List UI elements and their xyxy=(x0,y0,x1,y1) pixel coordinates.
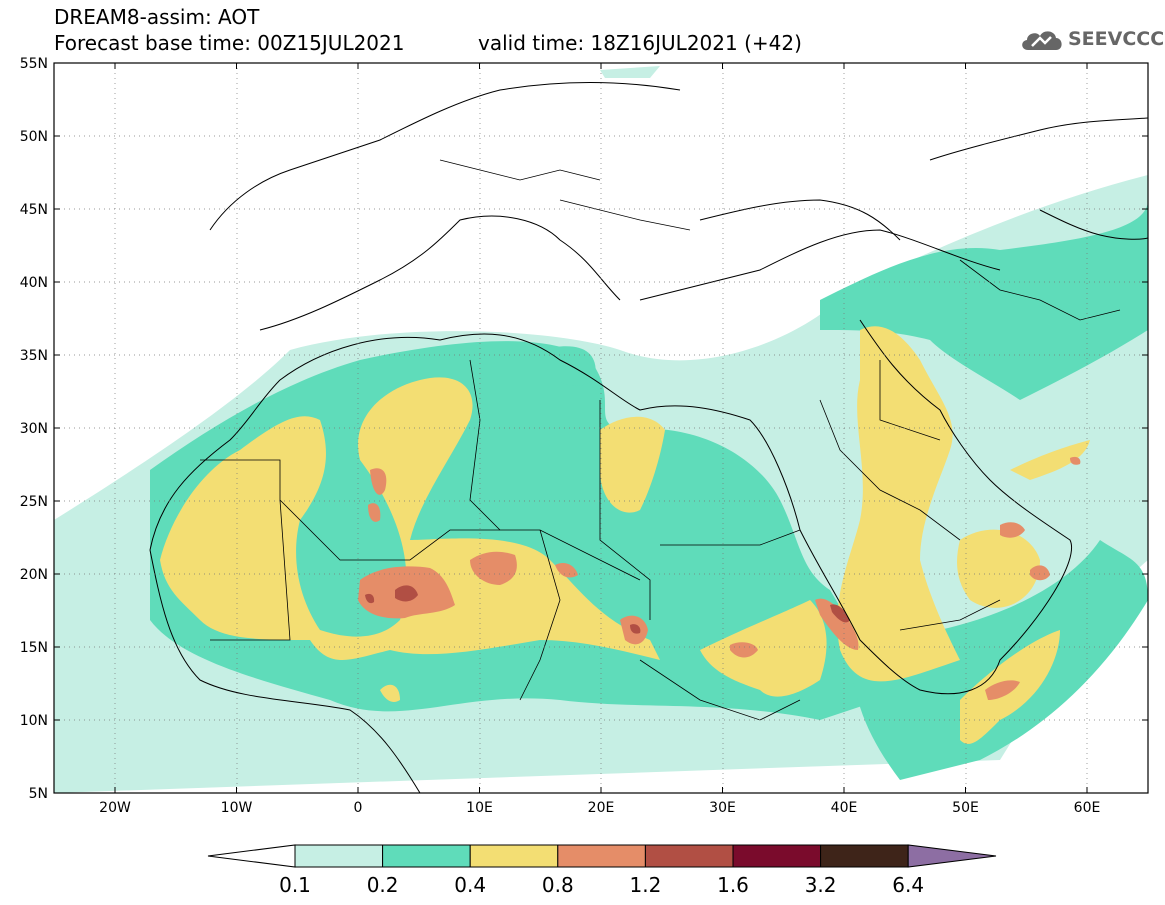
lon-label: 10E xyxy=(466,800,493,816)
forecast-base-time: Forecast base time: 00Z15JUL2021 xyxy=(54,31,405,55)
cloud-logo-icon xyxy=(1022,31,1062,50)
lat-label: 40N xyxy=(20,275,48,291)
valid-time: valid time: 18Z16JUL2021 (+42) xyxy=(478,31,802,55)
colorbar-box xyxy=(820,844,909,868)
longitude-ticks: 20W 10W 0 10E 20E 30E 40E 50E 60E xyxy=(99,63,1100,816)
logo-text: SEEVCCC xyxy=(1068,28,1165,50)
lat-label: 45N xyxy=(20,202,48,218)
colorbar-box xyxy=(294,844,384,868)
lat-label: 20N xyxy=(20,567,48,583)
colorbar-label: 6.4 xyxy=(892,873,924,897)
colorbar-label: 1.2 xyxy=(629,873,661,897)
colorbar-label: 0.8 xyxy=(542,873,574,897)
lat-label: 50N xyxy=(20,129,48,145)
gridlines xyxy=(54,63,1148,793)
latitude-ticks: 55N 50N 45N 40N 35N 30N 25N 20N 15N 10N 5N xyxy=(20,56,1148,802)
country-borders xyxy=(200,159,1121,721)
lat-label: 25N xyxy=(20,494,48,510)
colorbar-label: 1.6 xyxy=(717,873,749,897)
colorbar-label: 0.1 xyxy=(279,873,311,897)
lat-label: 55N xyxy=(20,56,48,72)
lon-label: 20E xyxy=(588,800,615,816)
lon-label: 10W xyxy=(221,800,253,816)
lat-label: 5N xyxy=(29,786,48,802)
lat-label: 35N xyxy=(20,348,48,364)
coastlines xyxy=(149,82,1148,793)
colorbar-below-triangle xyxy=(207,844,296,868)
colorbar-label: 0.4 xyxy=(454,873,486,897)
colorbar-label: 0.2 xyxy=(367,873,399,897)
colorbar-box xyxy=(644,844,734,868)
aot-level-0-4 xyxy=(160,326,1090,744)
colorbar-above-triangle xyxy=(907,844,997,868)
lon-label: 30E xyxy=(709,800,736,816)
lon-label: 60E xyxy=(1074,800,1101,816)
colorbar-label: 3.2 xyxy=(805,873,837,897)
map-title: DREAM8-assim: AOT xyxy=(54,5,260,29)
lon-label: 20W xyxy=(99,800,131,816)
lat-label: 15N xyxy=(20,640,48,656)
lon-label: 0 xyxy=(354,800,363,816)
lat-label: 10N xyxy=(20,713,48,729)
colorbar-box xyxy=(469,844,559,868)
colorbar-box xyxy=(557,844,646,868)
seevccc-logo: SEEVCCC xyxy=(1018,24,1164,56)
colorbar-box xyxy=(382,844,471,868)
aot-level-1-2 xyxy=(365,585,850,634)
colorbar-box xyxy=(732,844,822,868)
lat-label: 30N xyxy=(20,421,48,437)
aot-field xyxy=(54,63,1148,793)
lon-label: 50E xyxy=(952,800,979,816)
lon-label: 40E xyxy=(831,800,858,816)
